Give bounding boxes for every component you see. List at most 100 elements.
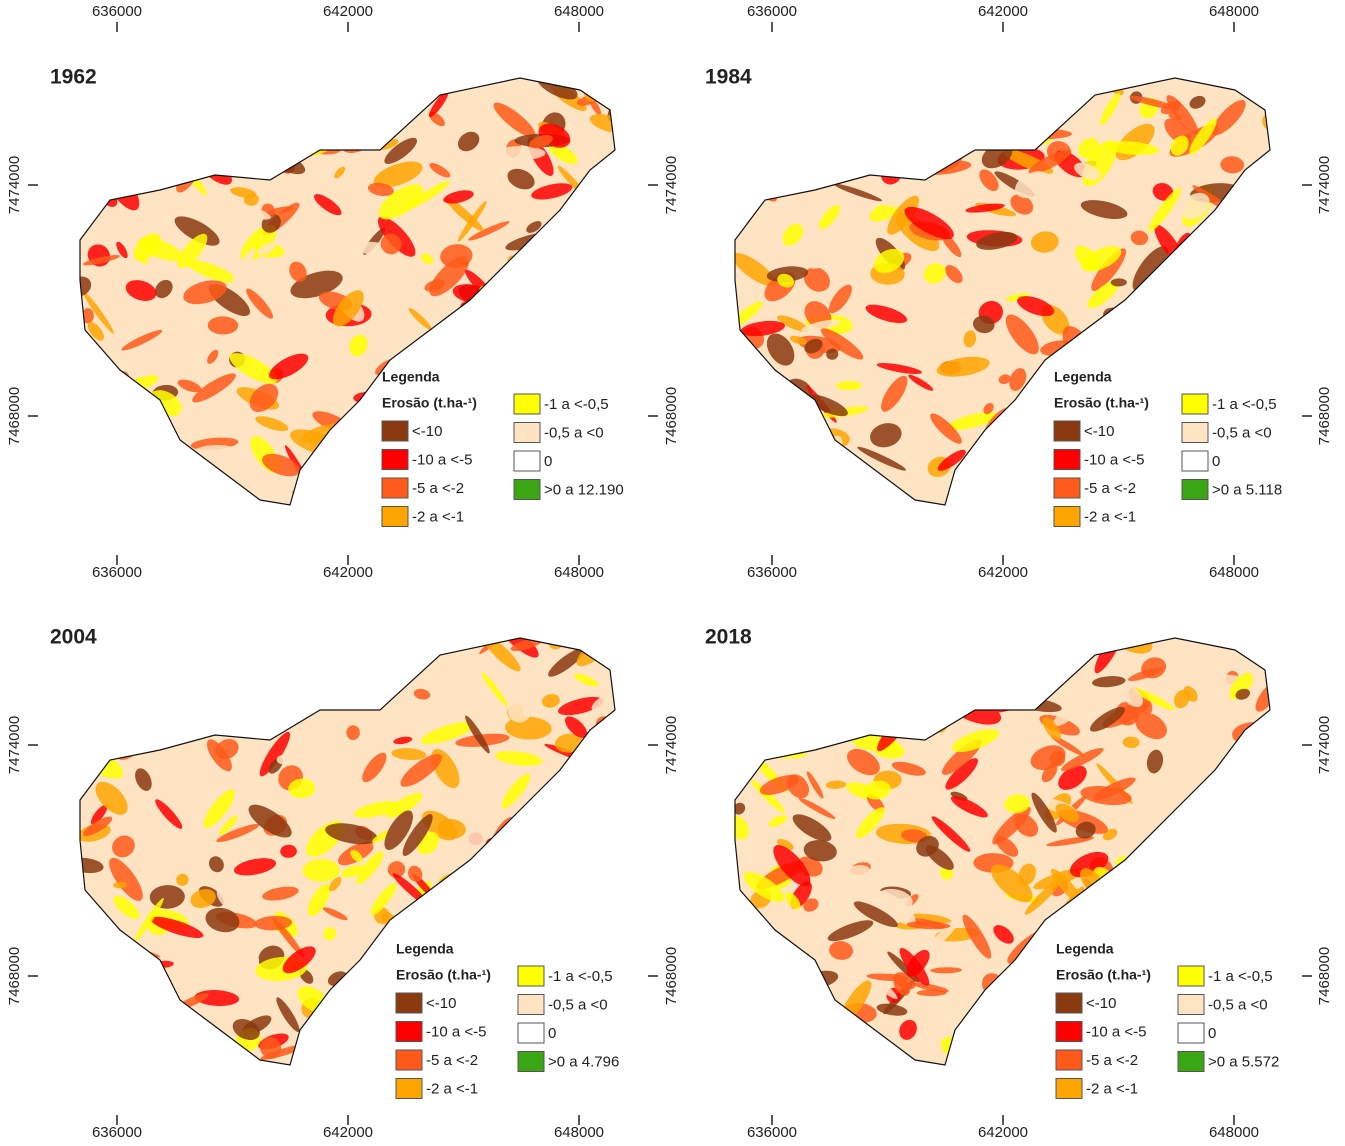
legend-swatch [1177, 1051, 1205, 1072]
legend-title: Legenda [396, 941, 454, 957]
legend-swatch [1053, 506, 1081, 527]
erosion-patch [112, 835, 135, 858]
erosion-patch [159, 160, 181, 171]
erosion-patch [836, 709, 850, 723]
erosion-patch [764, 78, 796, 96]
legend-swatch [1053, 420, 1081, 442]
y-tick-label: 7468000 [6, 387, 23, 445]
erosion-patch [917, 688, 941, 711]
erosion-patch [897, 139, 929, 164]
erosion-patch [558, 696, 604, 716]
x-tick-label: 642000 [978, 564, 1028, 581]
erosion-patch [363, 1039, 388, 1064]
erosion-patch [334, 166, 346, 179]
erosion-patch [282, 946, 316, 974]
erosion-patch [80, 113, 102, 147]
erosion-patch [254, 915, 293, 931]
erosion-patch [610, 890, 615, 918]
legend-swatch [381, 506, 409, 527]
erosion-patch [563, 354, 594, 388]
erosion-patch [361, 660, 387, 688]
erosion-patch [1133, 687, 1175, 711]
erosion-patch [991, 864, 1033, 903]
erosion-patch [495, 844, 521, 871]
erosion-patch [1171, 173, 1184, 191]
erosion-patch [82, 290, 114, 334]
erosion-patch [1110, 278, 1127, 287]
legend-label: <-10 [1084, 423, 1114, 440]
erosion-patch [1009, 985, 1034, 1012]
legend-subtitle: Erosão (t.ha-¹) [396, 967, 491, 983]
erosion-patch [773, 845, 811, 887]
erosion-patch [1074, 245, 1099, 271]
erosion-patch [924, 919, 960, 955]
erosion-patch [1247, 945, 1270, 956]
erosion-patch [1142, 342, 1197, 365]
erosion-patch [86, 396, 130, 416]
erosion-patch [216, 886, 245, 913]
erosion-patch [1252, 369, 1270, 393]
erosion-patch [789, 335, 807, 345]
erosion-patch [1055, 803, 1080, 823]
erosion-patch [468, 221, 510, 241]
legend-label: -2 a <-1 [1084, 508, 1136, 525]
erosion-patch [570, 1024, 615, 1048]
legend-swatch [1053, 449, 1081, 470]
erosion-patch [1050, 735, 1084, 756]
erosion-patch [945, 265, 963, 284]
erosion-patch [332, 437, 347, 456]
erosion-patch [856, 964, 898, 1000]
x-tick-label: 642000 [978, 3, 1028, 20]
x-tick-label: 642000 [323, 1124, 373, 1141]
erosion-patch [764, 721, 790, 748]
erosion-patch [1089, 706, 1126, 732]
erosion-patch [1014, 814, 1039, 837]
erosion-patch [951, 729, 999, 753]
erosion-patch [963, 330, 977, 348]
erosion-patch [292, 103, 315, 126]
erosion-patch [792, 814, 832, 842]
erosion-patch [537, 345, 567, 359]
legend-swatch [1181, 479, 1209, 500]
erosion-patch [267, 681, 282, 690]
erosion-patch [950, 78, 972, 94]
erosion-patch [1060, 747, 1104, 771]
x-tick-label: 648000 [554, 1124, 604, 1141]
erosion-patch [893, 976, 911, 996]
legend-swatch [395, 992, 423, 1014]
erosion-patch [374, 661, 420, 676]
erosion-patch [766, 953, 809, 975]
erosion-patch [346, 725, 360, 741]
erosion-patch [1201, 294, 1242, 318]
erosion-patch [1230, 78, 1245, 85]
erosion-patch [770, 984, 785, 1006]
erosion-patch [526, 825, 550, 858]
erosion-patch [959, 654, 985, 679]
legend-swatch [1177, 965, 1205, 987]
erosion-patch [973, 1005, 1013, 1023]
legend-swatch [1181, 393, 1209, 415]
erosion-patch [985, 87, 1006, 107]
erosion-patch [1146, 749, 1164, 774]
erosion-patch [1129, 95, 1179, 110]
erosion-patch [266, 641, 304, 654]
legend-swatch [1177, 994, 1205, 1015]
erosion-patch [876, 1003, 908, 1016]
erosion-patch [112, 1052, 164, 1065]
erosion-patch [806, 428, 850, 451]
erosion-patch [80, 463, 92, 479]
erosion-patch [1115, 410, 1140, 429]
erosion-patch [574, 813, 601, 827]
erosion-patch [1028, 149, 1072, 174]
erosion-patch [884, 81, 918, 117]
panel-title: 1962 [50, 66, 97, 89]
erosion-patch [473, 303, 519, 330]
erosion-patch [825, 780, 847, 789]
legend-swatch [513, 479, 541, 500]
erosion-patch [519, 848, 555, 860]
erosion-patch [850, 1049, 899, 1065]
erosion-patch [173, 78, 201, 101]
erosion-patch [114, 670, 162, 704]
erosion-patch [539, 230, 584, 257]
